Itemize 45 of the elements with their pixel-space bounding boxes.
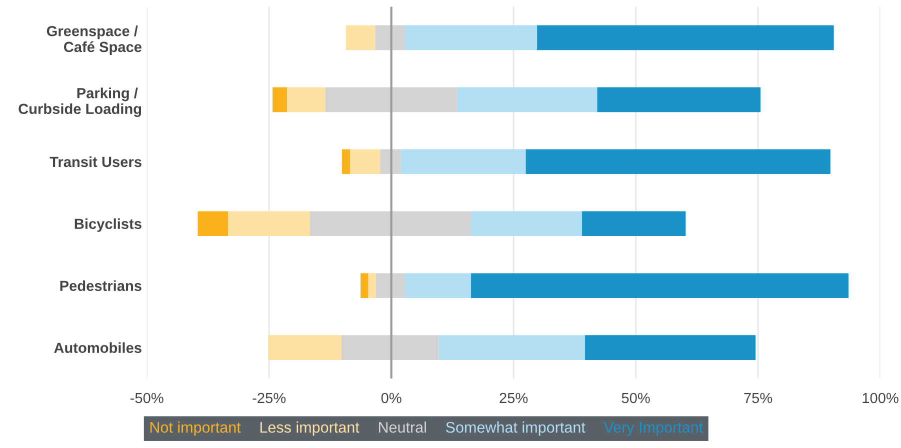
bar xyxy=(526,149,830,174)
text: Neutral xyxy=(378,422,426,433)
x-tick-label: 100% xyxy=(862,392,898,404)
bar xyxy=(376,273,406,298)
bar xyxy=(438,335,585,360)
bar xyxy=(287,87,326,112)
bar xyxy=(228,211,310,236)
text: Not important xyxy=(150,422,241,436)
x-tick-label: 0% xyxy=(381,392,402,404)
bar xyxy=(405,25,538,50)
bar xyxy=(582,211,686,236)
text: Somewhat important xyxy=(446,422,586,436)
bar xyxy=(268,335,342,360)
bar xyxy=(457,87,598,112)
text: Very Important xyxy=(604,422,703,436)
x-tick-label: -50% xyxy=(130,392,164,404)
text: Less important xyxy=(260,422,360,436)
x-tick-label: 75% xyxy=(744,392,772,404)
y-tick-label: Greenspace / Café Space xyxy=(46,26,142,56)
bar xyxy=(471,273,848,298)
bar xyxy=(198,211,228,236)
bar xyxy=(341,335,439,360)
bar xyxy=(325,87,458,112)
bar xyxy=(401,149,526,174)
bar xyxy=(405,273,472,298)
bar xyxy=(310,211,472,236)
bar xyxy=(471,211,582,236)
y-tick-label: Pedestrians xyxy=(60,280,142,292)
bar xyxy=(350,149,380,174)
bar xyxy=(342,149,350,174)
x-tick-label: 50% xyxy=(622,392,650,404)
y-tick-label: Transit Users xyxy=(50,156,142,168)
x-tick-label: -25% xyxy=(252,392,286,404)
bar xyxy=(584,335,756,360)
bar xyxy=(346,25,376,50)
bar xyxy=(360,273,368,298)
y-tick-label: Parking / Curbside Loading xyxy=(18,88,142,117)
x-tick-label: 25% xyxy=(500,392,528,404)
bar xyxy=(597,87,760,112)
bar xyxy=(272,87,288,112)
y-tick-label: Automobiles xyxy=(54,342,142,353)
bar xyxy=(375,25,406,50)
bar xyxy=(368,273,376,298)
y-tick-label: Bicyclists xyxy=(74,218,142,232)
bar xyxy=(537,25,834,50)
